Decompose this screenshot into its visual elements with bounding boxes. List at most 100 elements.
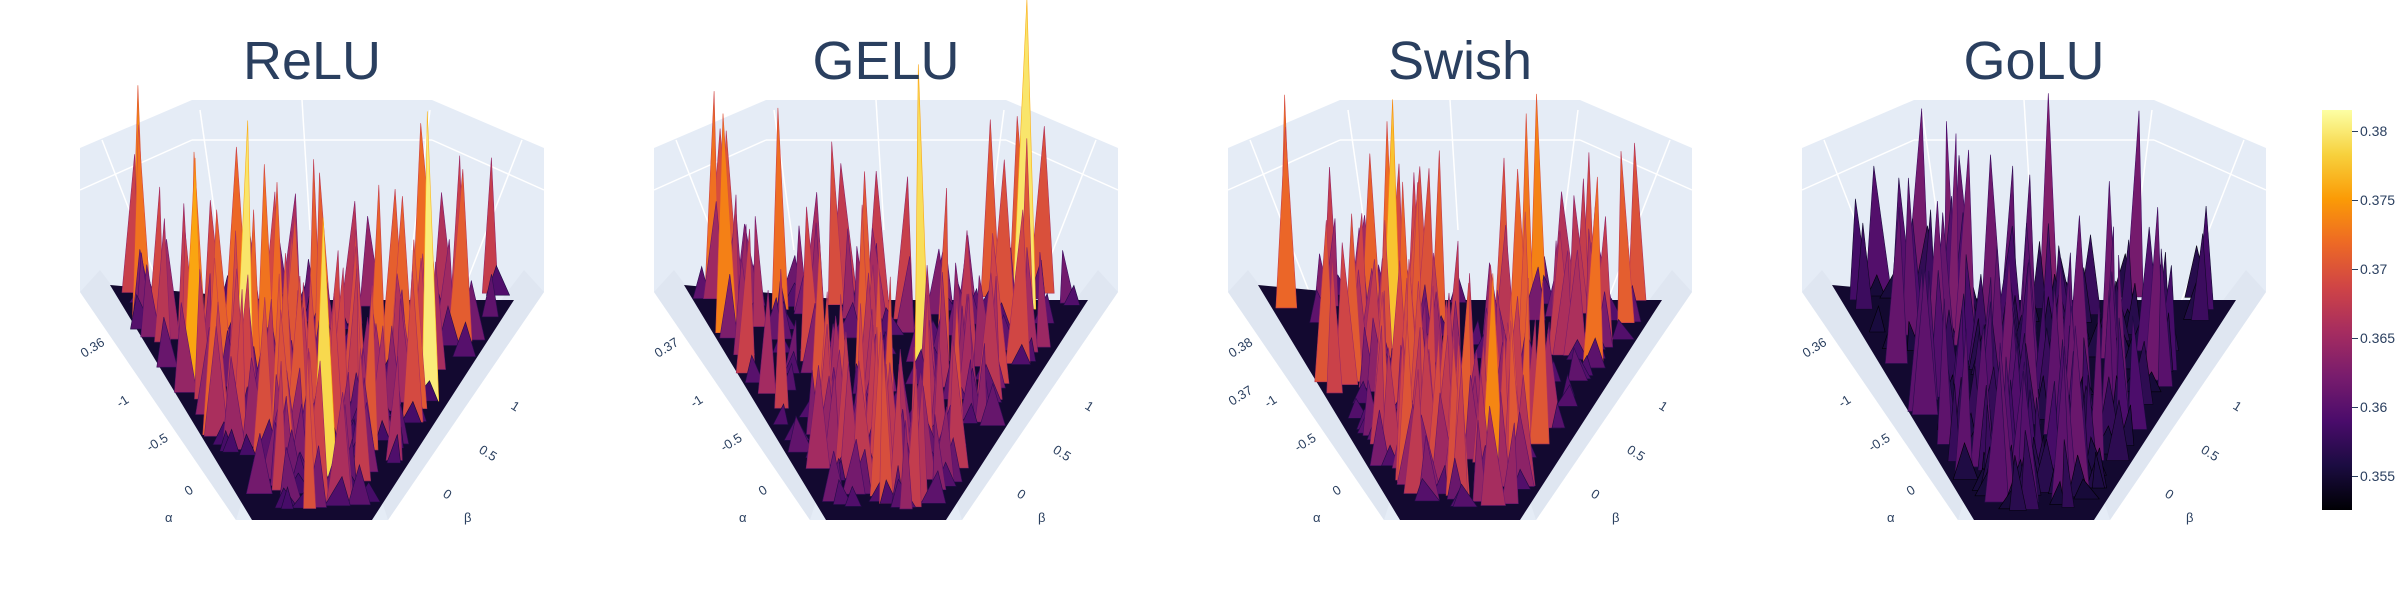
x-axis-label: α — [1887, 510, 1895, 525]
colorbar-tick-mark — [2352, 475, 2358, 477]
surface-spike — [1480, 405, 1506, 506]
surface-spike — [1369, 409, 1391, 466]
x-tick-label: 0 — [1904, 482, 1918, 499]
colorbar-tick-mark — [2352, 268, 2358, 270]
x-axis-label: α — [739, 510, 747, 525]
surface-spike — [1868, 304, 1886, 333]
surface-spike — [1501, 422, 1519, 504]
surface-spike — [1611, 318, 1636, 340]
surface-spike — [772, 403, 789, 425]
x-axis-label: α — [165, 510, 173, 525]
surface-spike — [752, 216, 767, 327]
y-tick-label: 1 — [508, 398, 522, 415]
surface-spike — [1617, 151, 1635, 323]
scene-gridline — [301, 99, 311, 231]
z-tick-label: 0.36 — [78, 334, 107, 360]
surface-spike — [894, 256, 915, 333]
surface-spike — [481, 274, 499, 318]
surface-spike — [899, 420, 913, 510]
surface-spike — [1567, 346, 1589, 381]
surface-spike — [979, 382, 1006, 426]
surface-spike — [1866, 274, 1886, 297]
y-axis-label: β — [464, 510, 471, 525]
surface-spike — [2127, 315, 2148, 430]
z-tick-label: 0.37 — [1226, 382, 1255, 408]
colorbar-tick-label: 0.375 — [2360, 191, 2396, 208]
scene-floor-right — [372, 270, 544, 520]
surface-spike — [1335, 242, 1359, 385]
surface-spike — [2157, 248, 2173, 387]
colorbar-tick-label: 0.36 — [2360, 398, 2388, 415]
surface-spike — [1628, 142, 1647, 301]
colorbar-tick-mark — [2352, 199, 2358, 201]
y-tick-label: 0.5 — [1624, 442, 1647, 464]
scene-gridline — [2153, 139, 2267, 191]
surface-spike — [156, 316, 178, 368]
surface-spike — [1010, 343, 1032, 365]
surface-spike — [1326, 256, 1343, 394]
z-tick-label: 0.36 — [1800, 334, 1829, 360]
surface-spike — [280, 486, 294, 510]
x-tick-label: 0 — [182, 482, 196, 499]
x-tick-label: -1 — [688, 392, 706, 411]
surface-spike — [1984, 361, 2009, 503]
surface-spike — [1036, 251, 1051, 348]
y-tick-label: 0 — [2162, 486, 2176, 503]
surface-spike — [1414, 477, 1441, 502]
z-tick-label: 0.37 — [652, 334, 681, 360]
surface-spike — [1855, 222, 1873, 310]
surface-spike — [386, 434, 401, 464]
y-tick-label: 0 — [1014, 486, 1028, 503]
surface-spike — [2031, 241, 2047, 309]
surface-spike — [2020, 430, 2040, 510]
surface-spike — [174, 302, 198, 393]
surface-spike — [1952, 441, 1979, 480]
surface-spike — [1497, 391, 1511, 487]
surface-spike — [203, 326, 229, 437]
surface-spike — [2091, 451, 2105, 489]
surface-spike — [452, 321, 477, 357]
surface-spike — [1551, 401, 1566, 429]
scene-floor-right — [2094, 270, 2266, 520]
surface-spike — [832, 478, 853, 505]
x-tick-label: -0.5 — [144, 430, 171, 455]
x-tick-label: -0.5 — [718, 430, 745, 455]
surface-spike — [719, 273, 738, 339]
surface-spike — [1911, 269, 1939, 415]
surface-spike — [140, 264, 161, 338]
surface-spike — [437, 304, 460, 346]
panel-title-golu: GoLU — [1963, 31, 2105, 91]
colorbar-tick-label: 0.37 — [2360, 260, 2388, 277]
scene-gridline — [1449, 99, 1459, 231]
y-tick-label: 1 — [2230, 398, 2244, 415]
colorbar — [2322, 110, 2352, 510]
scene-gridline — [431, 139, 545, 191]
surface-spike — [347, 463, 371, 506]
surface-spike — [961, 402, 978, 424]
panel-title-gelu: GELU — [812, 31, 960, 91]
colorbar-tick-mark — [2352, 130, 2358, 132]
scene-floor-right — [946, 270, 1118, 520]
x-tick-label: 0 — [756, 482, 770, 499]
colorbar-tick-label: 0.38 — [2360, 122, 2388, 139]
scene-floor-left — [80, 270, 252, 520]
x-axis-label: α — [1313, 510, 1321, 525]
x-tick-label: -1 — [1262, 392, 1280, 411]
surface-spike — [271, 361, 288, 491]
surface-spike — [805, 365, 831, 469]
colorbar-tick-label: 0.365 — [2360, 329, 2396, 346]
surface-spike — [735, 228, 756, 374]
scene-floor-left — [654, 270, 826, 520]
y-tick-label: 1 — [1656, 398, 1670, 415]
surface-spike — [324, 475, 351, 507]
x-tick-label: -1 — [1836, 392, 1854, 411]
surface-spike — [2049, 480, 2065, 505]
x-tick-label: -0.5 — [1292, 430, 1319, 455]
surface-spike — [1275, 126, 1298, 309]
scene-gridline — [875, 99, 885, 231]
x-tick-label: 0 — [1330, 482, 1344, 499]
surface-spike — [787, 415, 814, 453]
